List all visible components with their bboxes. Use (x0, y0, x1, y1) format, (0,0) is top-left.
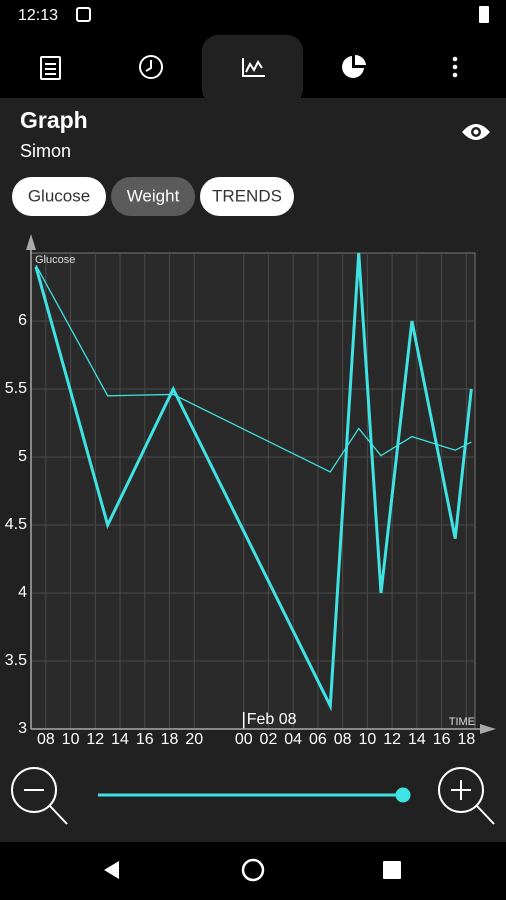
x-tick-label: 16 (136, 731, 154, 748)
x-axis-label: TIME (449, 716, 475, 728)
x-tick-label: 08 (37, 731, 55, 748)
data-line (34, 252, 473, 712)
nav-bar (0, 842, 506, 900)
page-subtitle: Simon (20, 141, 71, 161)
x-tick-label: 18 (161, 731, 179, 748)
y-tick-label: 5.5 (5, 380, 27, 397)
y-tick-label: 4 (18, 584, 27, 601)
tab-stats[interactable] (342, 54, 366, 78)
x-tick-label: 14 (408, 731, 426, 748)
chip[interactable] (111, 177, 195, 216)
tab-history[interactable] (139, 55, 163, 79)
x-tick-label: 12 (86, 731, 104, 748)
x-tick-label: 04 (284, 731, 302, 748)
x-tick-label: 08 (334, 731, 352, 748)
y-tick-label: 4.5 (5, 516, 27, 533)
y-axis-label: Glucose (35, 254, 75, 266)
y-axis-arrow (26, 234, 36, 250)
x-tick-label: 12 (383, 731, 401, 748)
x-tick-label: 10 (359, 731, 377, 748)
menu-button[interactable] (452, 56, 458, 78)
chip-label[interactable]: TRENDS (212, 186, 282, 205)
x-tick-label: 14 (111, 731, 129, 748)
data-line (35, 264, 472, 473)
x-tick-label: 18 (457, 731, 475, 748)
x-tick-label: 06 (309, 731, 327, 748)
x-tick-label: 02 (260, 731, 278, 748)
y-tick-label: 6 (18, 312, 27, 329)
nav-recents[interactable] (383, 861, 401, 879)
page-title: Graph (20, 107, 88, 133)
zoom-out-button[interactable] (11, 767, 68, 825)
nav-home[interactable] (241, 858, 265, 882)
chip-label[interactable]: Weight (127, 186, 180, 205)
nav-back[interactable] (104, 861, 119, 879)
tab-graph[interactable] (242, 58, 265, 77)
selected-tab[interactable] (202, 35, 303, 105)
y-tick-label: 3 (18, 720, 27, 737)
x-tick-label: 10 (62, 731, 80, 748)
chip-label[interactable]: Glucose (28, 186, 90, 205)
chip[interactable] (200, 177, 294, 216)
plot-area (30, 252, 476, 730)
x-axis-arrow (480, 724, 496, 734)
zoom-in-button[interactable] (438, 767, 495, 825)
status-image-icon (76, 7, 91, 22)
tab-list[interactable] (40, 56, 61, 80)
battery-icon (479, 6, 489, 23)
x-tick-label: 00 (235, 731, 253, 748)
x-tick-label: 20 (185, 731, 203, 748)
x-tick-label: 16 (433, 731, 451, 748)
zoom-slider-thumb[interactable] (395, 787, 411, 803)
chip[interactable] (12, 177, 106, 216)
visibility-button[interactable] (462, 124, 490, 140)
date-label: Feb 08 (247, 711, 297, 728)
y-tick-label: 5 (18, 448, 27, 465)
y-tick-label: 3.5 (5, 652, 27, 669)
status-time: 12:13 (18, 7, 58, 24)
